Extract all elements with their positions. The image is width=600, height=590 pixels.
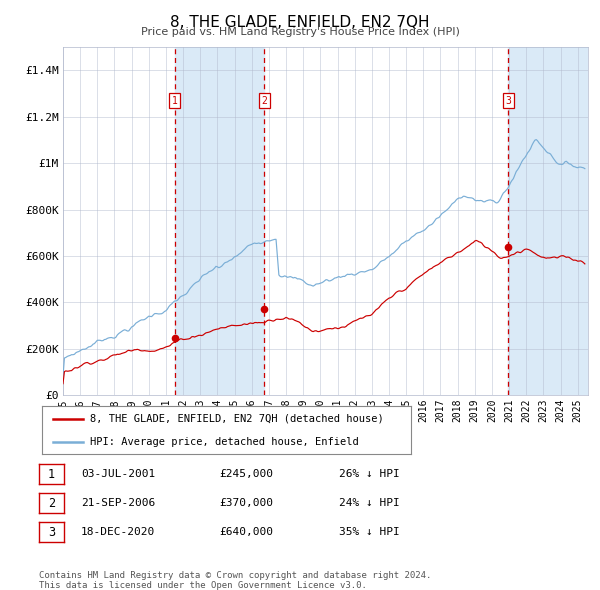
Text: 21-SEP-2006: 21-SEP-2006	[81, 499, 155, 508]
Text: 3: 3	[48, 526, 55, 539]
Text: £640,000: £640,000	[219, 527, 273, 537]
Text: £370,000: £370,000	[219, 499, 273, 508]
Text: 8, THE GLADE, ENFIELD, EN2 7QH: 8, THE GLADE, ENFIELD, EN2 7QH	[170, 15, 430, 30]
Text: £245,000: £245,000	[219, 470, 273, 479]
Text: Price paid vs. HM Land Registry's House Price Index (HPI): Price paid vs. HM Land Registry's House …	[140, 27, 460, 37]
Text: 8, THE GLADE, ENFIELD, EN2 7QH (detached house): 8, THE GLADE, ENFIELD, EN2 7QH (detached…	[90, 414, 384, 424]
Text: 18-DEC-2020: 18-DEC-2020	[81, 527, 155, 537]
Text: 03-JUL-2001: 03-JUL-2001	[81, 470, 155, 479]
Text: 3: 3	[505, 96, 511, 106]
Bar	[508, 47, 588, 395]
Text: HPI: Average price, detached house, Enfield: HPI: Average price, detached house, Enfi…	[90, 437, 359, 447]
Text: 1: 1	[48, 468, 55, 481]
Text: 2: 2	[48, 497, 55, 510]
Text: 1: 1	[172, 96, 178, 106]
Text: 26% ↓ HPI: 26% ↓ HPI	[339, 470, 400, 479]
Text: 2: 2	[262, 96, 267, 106]
Bar	[175, 47, 264, 395]
Text: Contains HM Land Registry data © Crown copyright and database right 2024.
This d: Contains HM Land Registry data © Crown c…	[39, 571, 431, 590]
Text: 35% ↓ HPI: 35% ↓ HPI	[339, 527, 400, 537]
Text: 24% ↓ HPI: 24% ↓ HPI	[339, 499, 400, 508]
